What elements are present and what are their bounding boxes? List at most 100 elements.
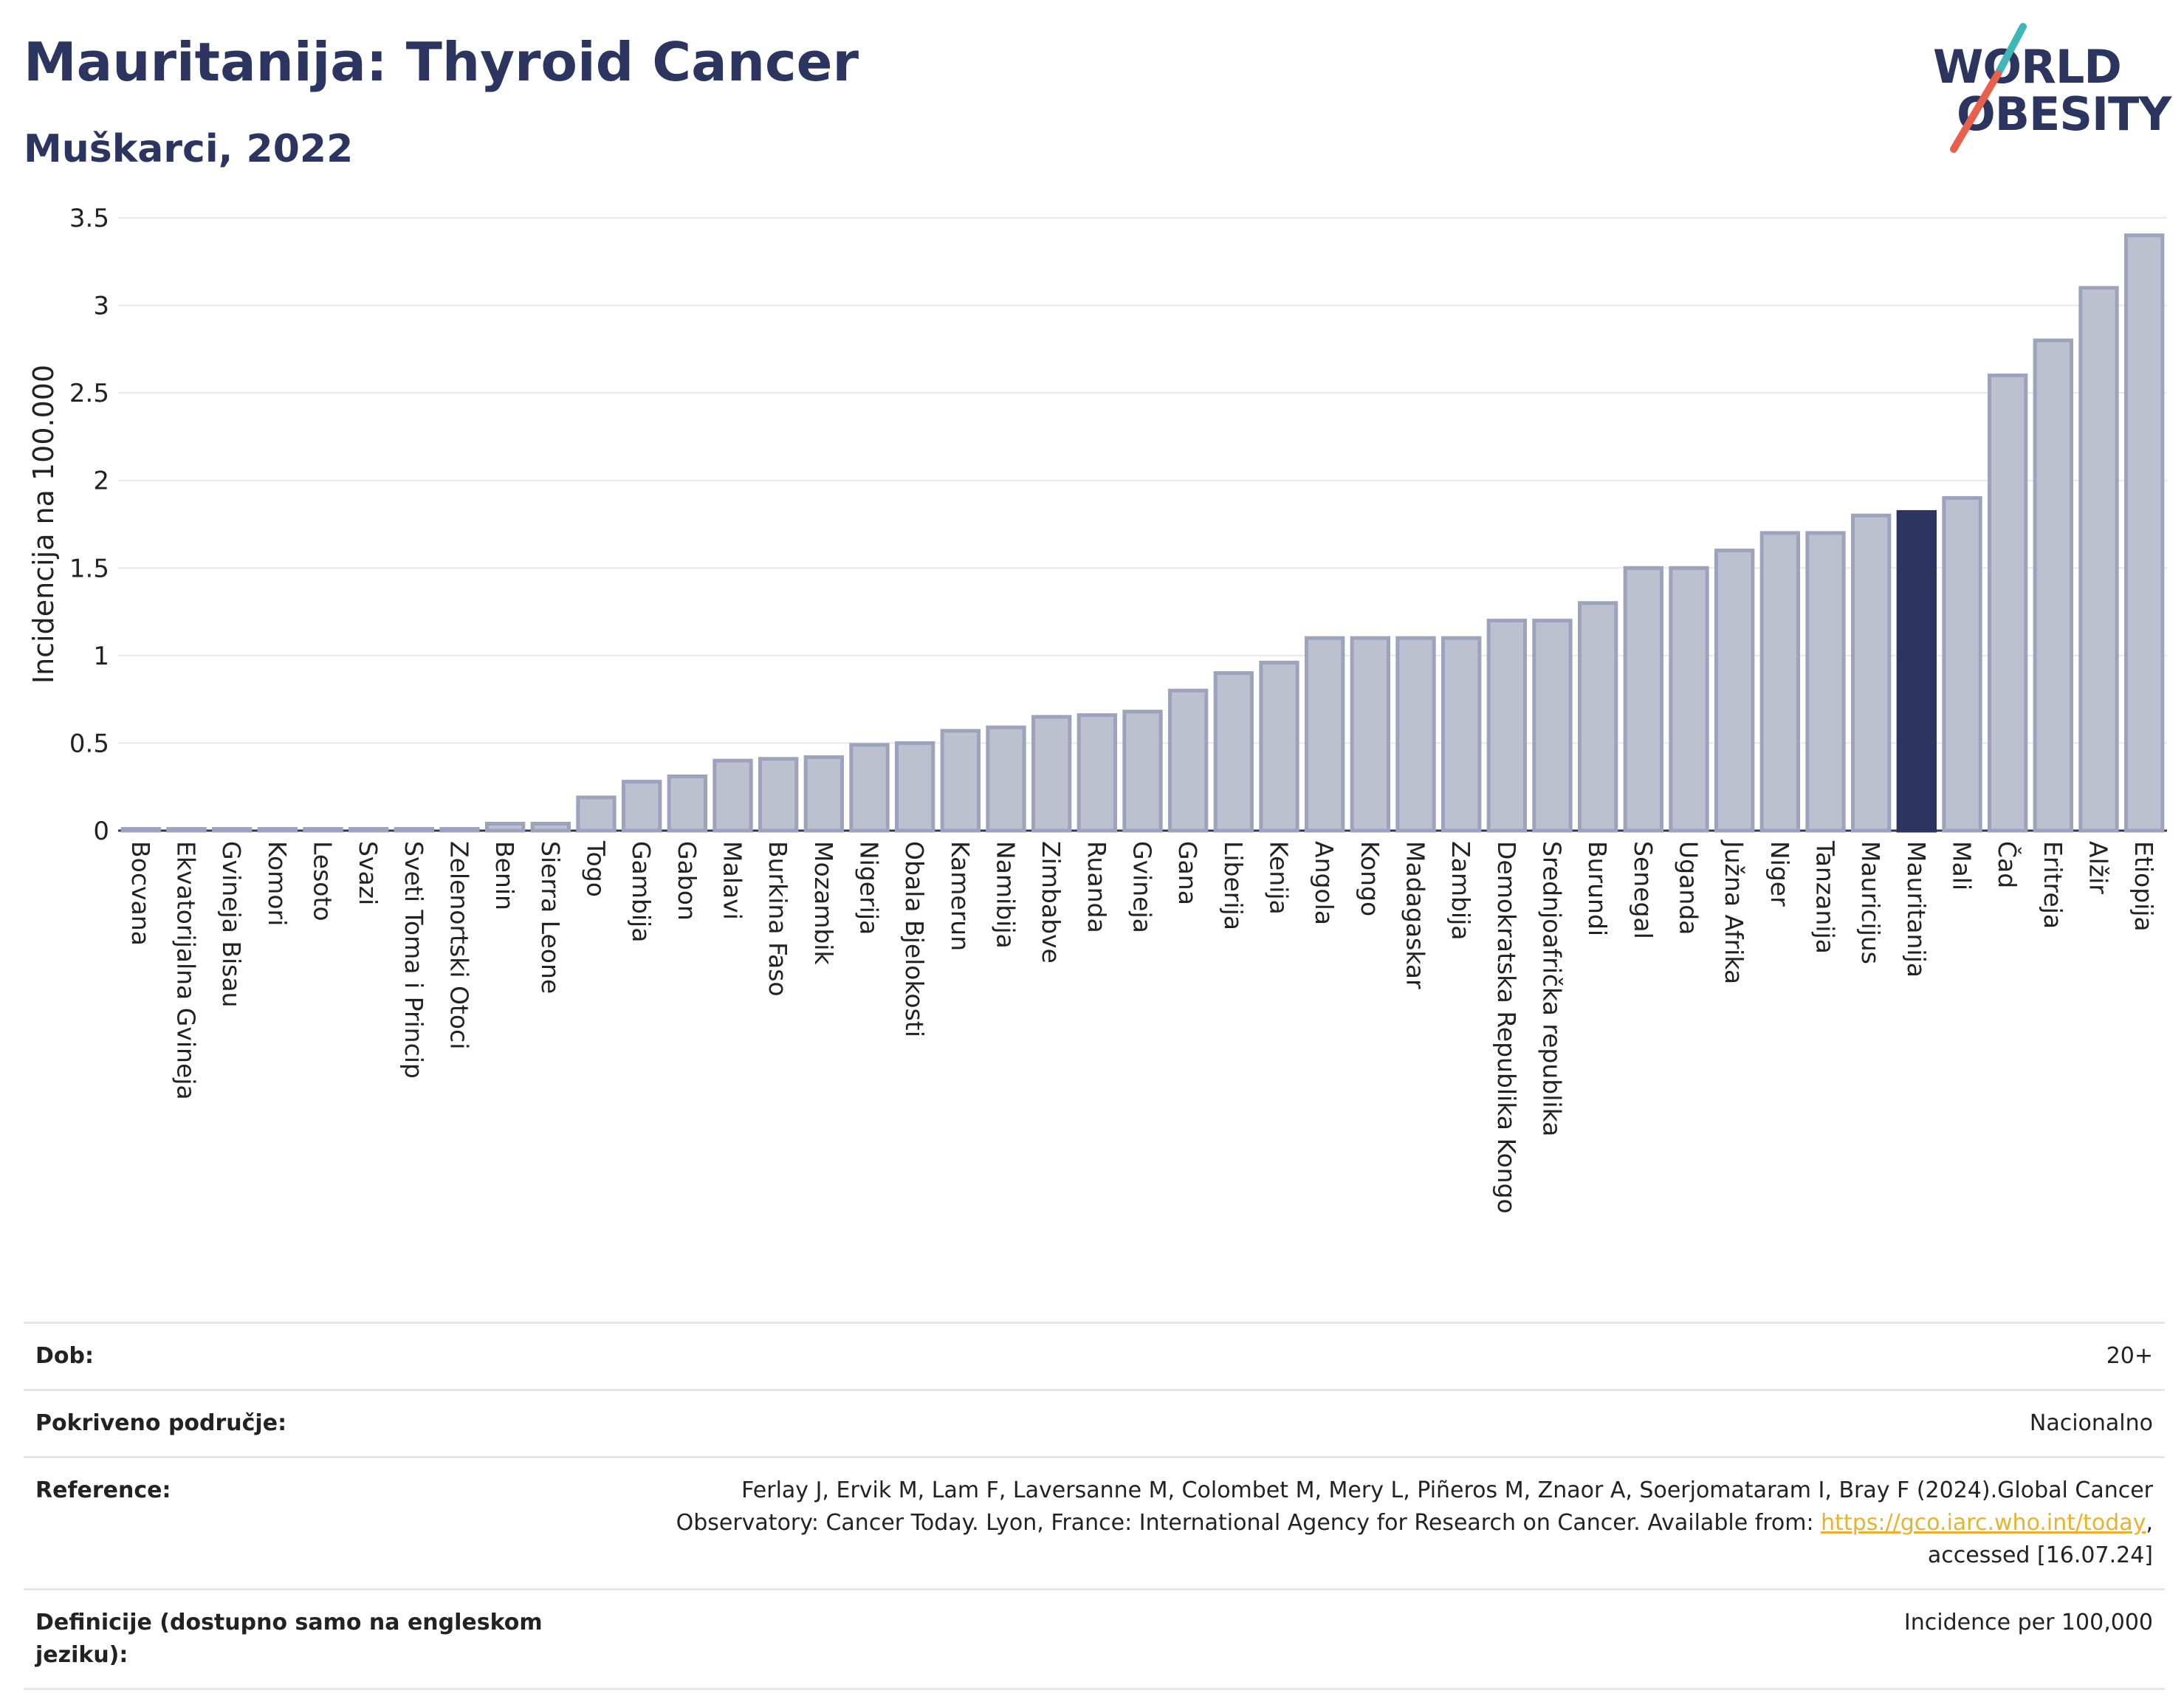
x-tick-label: Gvineja xyxy=(1128,841,1157,933)
bar-chart: 0 0.5 1 1.5 2 2.5 3 3.5 Bocvana Ekvatorijalna Gv… xyxy=(27,204,2167,1214)
y-tick-label: 2.5 xyxy=(69,379,109,408)
x-tick-label: Južna Afrika xyxy=(1720,840,1748,984)
x-tick-label: Ruanda xyxy=(1082,841,1111,933)
x-tick-label: Kamerun xyxy=(946,841,975,951)
x-tick-label: Alžir xyxy=(2084,841,2113,894)
x-tick-label: Gana xyxy=(1173,841,1202,905)
info-label: Reference: xyxy=(35,1477,171,1503)
x-tick-label: Svazi xyxy=(354,841,382,905)
bar xyxy=(712,758,753,833)
x-tick-label: Gambija xyxy=(627,841,656,942)
bar xyxy=(530,822,571,833)
reference-text: Ferlay J, Ervik M, Lam F, Laversanne M, … xyxy=(741,1477,2153,1503)
x-tick-label: Senegal xyxy=(1629,841,1658,939)
y-axis-ticks: 0 0.5 1 1.5 2 2.5 3 3.5 xyxy=(69,204,109,846)
x-tick-label: Čad xyxy=(1993,841,2022,888)
bar xyxy=(2124,233,2165,833)
reference-link[interactable]: https://gco.iarc.who.int/today xyxy=(1821,1510,2146,1536)
x-tick-label: Mauritanija xyxy=(1902,841,1931,978)
bar xyxy=(1259,660,1299,833)
x-tick-label: Obala Bjelokosti xyxy=(900,841,929,1037)
bar xyxy=(1669,566,1709,833)
info-row-definitions: Definicije (dostupno samo na engleskom j… xyxy=(24,1588,2165,1690)
x-tick-label: Benin xyxy=(490,841,519,910)
x-tick-label: Mauricijus xyxy=(1856,841,1885,964)
page-title: Mauritanija: Thyroid Cancer xyxy=(24,31,859,93)
x-tick-label: Bocvana xyxy=(126,841,155,946)
bar xyxy=(348,827,389,833)
bar xyxy=(1168,688,1209,833)
x-tick-label: Mozambik xyxy=(809,841,838,965)
y-tick-label: 2 xyxy=(93,467,109,496)
bar xyxy=(1305,636,1345,833)
x-tick-label: Demokratska Republika Kongo xyxy=(1492,841,1521,1214)
y-tick-label: 0 xyxy=(93,817,109,846)
info-label: Definicije (dostupno samo na engleskom j… xyxy=(35,1610,543,1668)
x-tick-label: Tanzanija xyxy=(1811,840,1840,954)
x-tick-label: Eritreja xyxy=(2039,841,2067,929)
logo-slash-icon xyxy=(1950,23,2027,153)
bar xyxy=(576,795,617,833)
x-tick-label: Srednjoafrička republika xyxy=(1538,841,1567,1136)
y-tick-label: 0.5 xyxy=(69,729,109,758)
x-tick-label: Zambija xyxy=(1446,841,1475,940)
info-label: Dob: xyxy=(35,1343,94,1369)
x-tick-label: Kongo xyxy=(1356,841,1384,916)
bar xyxy=(758,757,799,833)
bar xyxy=(622,780,662,833)
bar xyxy=(166,827,207,833)
y-tick-label: 3 xyxy=(93,292,109,321)
y-axis-label: Incidencija na 100.000 xyxy=(27,365,60,684)
bars xyxy=(120,233,2165,833)
bar xyxy=(1578,601,1618,833)
x-tick-label: Nigerija xyxy=(855,841,884,935)
bar xyxy=(485,822,526,833)
x-tick-label: Togo xyxy=(582,840,611,897)
bar xyxy=(1851,513,1892,833)
bar xyxy=(1076,713,1117,833)
x-tick-label: Lesoto xyxy=(309,841,337,921)
x-tick-label: Burkina Faso xyxy=(763,841,792,997)
info-table: Dob: 20+ Pokriveno područje: Nacionalno … xyxy=(24,1322,2165,1690)
x-tick-label: Zelenortski Otoci xyxy=(445,841,474,1049)
x-tick-label: Zimbabve xyxy=(1037,841,1065,964)
bar xyxy=(1759,531,1801,833)
x-tick-label: Ekvatorijalna Gvineja xyxy=(172,841,201,1100)
bar xyxy=(803,755,844,833)
bar xyxy=(2078,286,2119,833)
bar xyxy=(212,827,253,833)
info-row-age: Dob: 20+ xyxy=(24,1322,2165,1389)
bar xyxy=(1805,531,1846,833)
reference-text: Observatory: Cancer Today. Lyon, France:… xyxy=(676,1510,1821,1536)
info-value: Nacionalno xyxy=(2029,1410,2153,1436)
bar xyxy=(1486,618,1527,833)
x-tick-label: Mali xyxy=(1948,841,1977,890)
bar xyxy=(1350,636,1390,833)
bar xyxy=(1395,636,1436,833)
y-tick-label: 1.5 xyxy=(69,554,109,583)
bar xyxy=(895,741,935,833)
bar xyxy=(2033,338,2074,833)
bar xyxy=(667,774,708,833)
x-tick-label: Namibija xyxy=(992,841,1020,949)
page-subtitle: Muškarci, 2022 xyxy=(24,127,354,171)
bar xyxy=(303,827,343,833)
info-value: Incidence per 100,000 xyxy=(1903,1610,2153,1635)
bar xyxy=(1122,710,1163,833)
world-obesity-logo: WORLD OBESITY xyxy=(1920,22,2171,162)
x-tick-label: Sveti Toma i Princip xyxy=(399,841,428,1079)
info-row-reference: Reference: Ferlay J, Ervik M, Lam F, Lav… xyxy=(24,1456,2165,1588)
x-axis-labels: Bocvana Ekvatorijalna Gvineja Gvineja Bisa… xyxy=(126,840,2158,1214)
bar xyxy=(1714,549,1755,833)
info-value: 20+ xyxy=(2106,1343,2153,1369)
info-row-coverage: Pokriveno područje: Nacionalno xyxy=(24,1389,2165,1456)
y-tick-label: 3.5 xyxy=(69,204,109,233)
bar xyxy=(439,827,480,833)
x-tick-label: Uganda xyxy=(1675,841,1703,935)
info-value-reference: Ferlay J, Ervik M, Lam F, Laversanne M, … xyxy=(602,1474,2153,1572)
reference-text: , xyxy=(2146,1510,2153,1536)
x-tick-label: Niger xyxy=(1765,841,1794,907)
x-tick-label: Kenija xyxy=(1265,841,1294,915)
x-tick-label: Malavi xyxy=(718,841,747,920)
x-tick-label: Komori xyxy=(263,841,292,926)
